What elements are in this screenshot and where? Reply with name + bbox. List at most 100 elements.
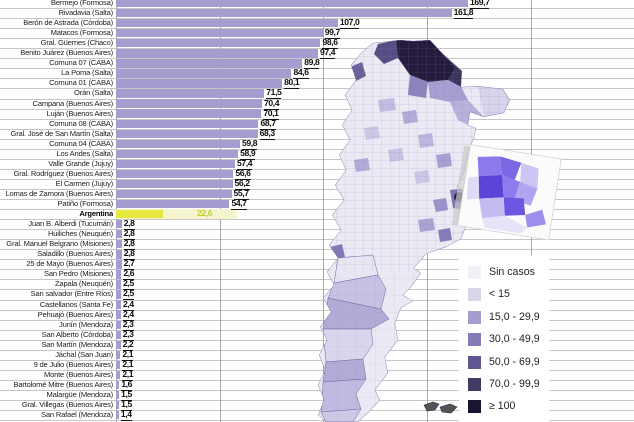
legend-label: 15,0 - 29,9 (489, 310, 540, 323)
category-label: Comuna 07 (CABA) (49, 58, 113, 68)
row-gridline (0, 148, 634, 150)
legend-item: 15,0 - 29,9 (459, 310, 549, 325)
category-label: Huiliches (Neuquén) (48, 229, 113, 239)
category-label: Bermejo (Formosa) (50, 0, 113, 7)
value-label: 55,7 (233, 187, 249, 200)
value-label: 97,4 (320, 47, 336, 60)
legend-label: ≥ 100 (489, 400, 516, 413)
value-label: 99,7 (324, 27, 340, 40)
bar (116, 169, 234, 179)
malvinas-islands (423, 401, 458, 414)
legend-item: 70,0 - 99,9 (459, 378, 549, 392)
value-label: 2,1 (122, 348, 134, 361)
bar (116, 300, 121, 309)
category-label: Comuna 08 (CABA) (49, 118, 113, 128)
bar (116, 129, 258, 138)
row-gridline (0, 410, 634, 412)
row-gridline (0, 18, 634, 20)
category-label: Gral. Villegas (Buenos Aires) (21, 400, 113, 409)
bar (116, 159, 236, 169)
legend-swatch (468, 310, 481, 324)
bar (116, 199, 230, 209)
bar (116, 330, 121, 339)
row-gridline (0, 168, 634, 170)
bar (116, 149, 239, 159)
bar (116, 260, 122, 269)
value-label: 2,4 (122, 308, 134, 321)
category-label: San salvador (Entre Ríos) (30, 289, 113, 299)
value-label: 2,1 (122, 358, 134, 371)
category-label: Campana (Buenos Aires) (32, 98, 113, 108)
category-label: Gral. José de San Martín (Salta) (10, 128, 114, 138)
bar (116, 220, 122, 229)
bar (116, 410, 119, 420)
row-gridline (0, 309, 634, 311)
bar (116, 400, 120, 410)
amba-inset-map (451, 144, 562, 241)
bar (116, 19, 338, 28)
bar (116, 390, 120, 400)
category-label: San Rafael (Mendoza) (41, 410, 113, 420)
value-label: 2,7 (123, 258, 135, 271)
row-gridline (0, 269, 634, 271)
row-gridline (0, 118, 634, 120)
category-label: Castellanos (Santa Fe) (39, 299, 113, 309)
row-gridline (0, 379, 634, 381)
value-label: 68,7 (260, 117, 276, 130)
row-gridline (0, 359, 634, 361)
bar (116, 79, 283, 88)
value-label: 2,4 (122, 298, 134, 311)
row-gridline (0, 329, 634, 331)
value-label: 57,4 (237, 157, 253, 170)
row-gridline (0, 199, 634, 200)
value-gridline (323, 0, 325, 422)
row-gridline (0, 279, 634, 281)
legend-swatch (468, 400, 481, 414)
value-label: 2,3 (122, 318, 134, 331)
legend-item: 50,0 - 69,9 (459, 355, 549, 370)
row-gridline (0, 289, 634, 291)
value-label: 1,5 (121, 388, 132, 401)
row-gridline (0, 48, 634, 50)
value-label: 68,3 (259, 127, 275, 140)
bar (116, 89, 265, 98)
category-label: Jáchal (San Juan) (55, 349, 113, 359)
value-label: 80,1 (284, 77, 300, 90)
row-gridline (0, 239, 634, 241)
bar (116, 340, 121, 349)
value-label: 71,5 (266, 87, 282, 100)
category-label: Junín (Mendoza) (59, 319, 113, 329)
category-label: 9 de Julio (Buenos Aires) (33, 359, 113, 369)
category-label: Bartolomé Mitre (Buenos Aires) (13, 379, 113, 389)
row-gridline (0, 108, 634, 110)
value-label: 56,6 (235, 167, 251, 180)
legend-label: 70,0 - 99,9 (489, 378, 540, 390)
value-label: 2,2 (122, 338, 134, 351)
bar (116, 69, 292, 78)
category-label: Los Andes (Salta) (56, 148, 113, 158)
bar (116, 310, 121, 319)
value-label: 2,8 (123, 228, 135, 241)
row-gridline (0, 389, 634, 391)
category-label: Luján (Buenos Aires) (46, 108, 114, 118)
bar (116, 109, 262, 118)
category-label: Argentina (79, 209, 113, 219)
bar (116, 189, 232, 199)
value-label: 22,6 (197, 208, 213, 219)
legend-swatch (468, 266, 481, 279)
value-label: 161,8 (453, 7, 474, 20)
legend-item: ≥ 100 (459, 400, 549, 414)
row-gridline (0, 28, 634, 30)
bar (116, 290, 122, 299)
bar (116, 280, 122, 289)
row-gridline (0, 158, 634, 160)
row-gridline (0, 349, 634, 351)
bar (116, 29, 323, 38)
row-gridline (0, 178, 634, 180)
row-gridline (0, 138, 634, 140)
category-label: Patiño (Formosa) (57, 199, 113, 208)
row-gridline (0, 400, 634, 401)
value-label: 2,5 (123, 288, 134, 301)
category-label: Zapala (Neuquén) (54, 279, 113, 289)
row-gridline (0, 339, 634, 341)
